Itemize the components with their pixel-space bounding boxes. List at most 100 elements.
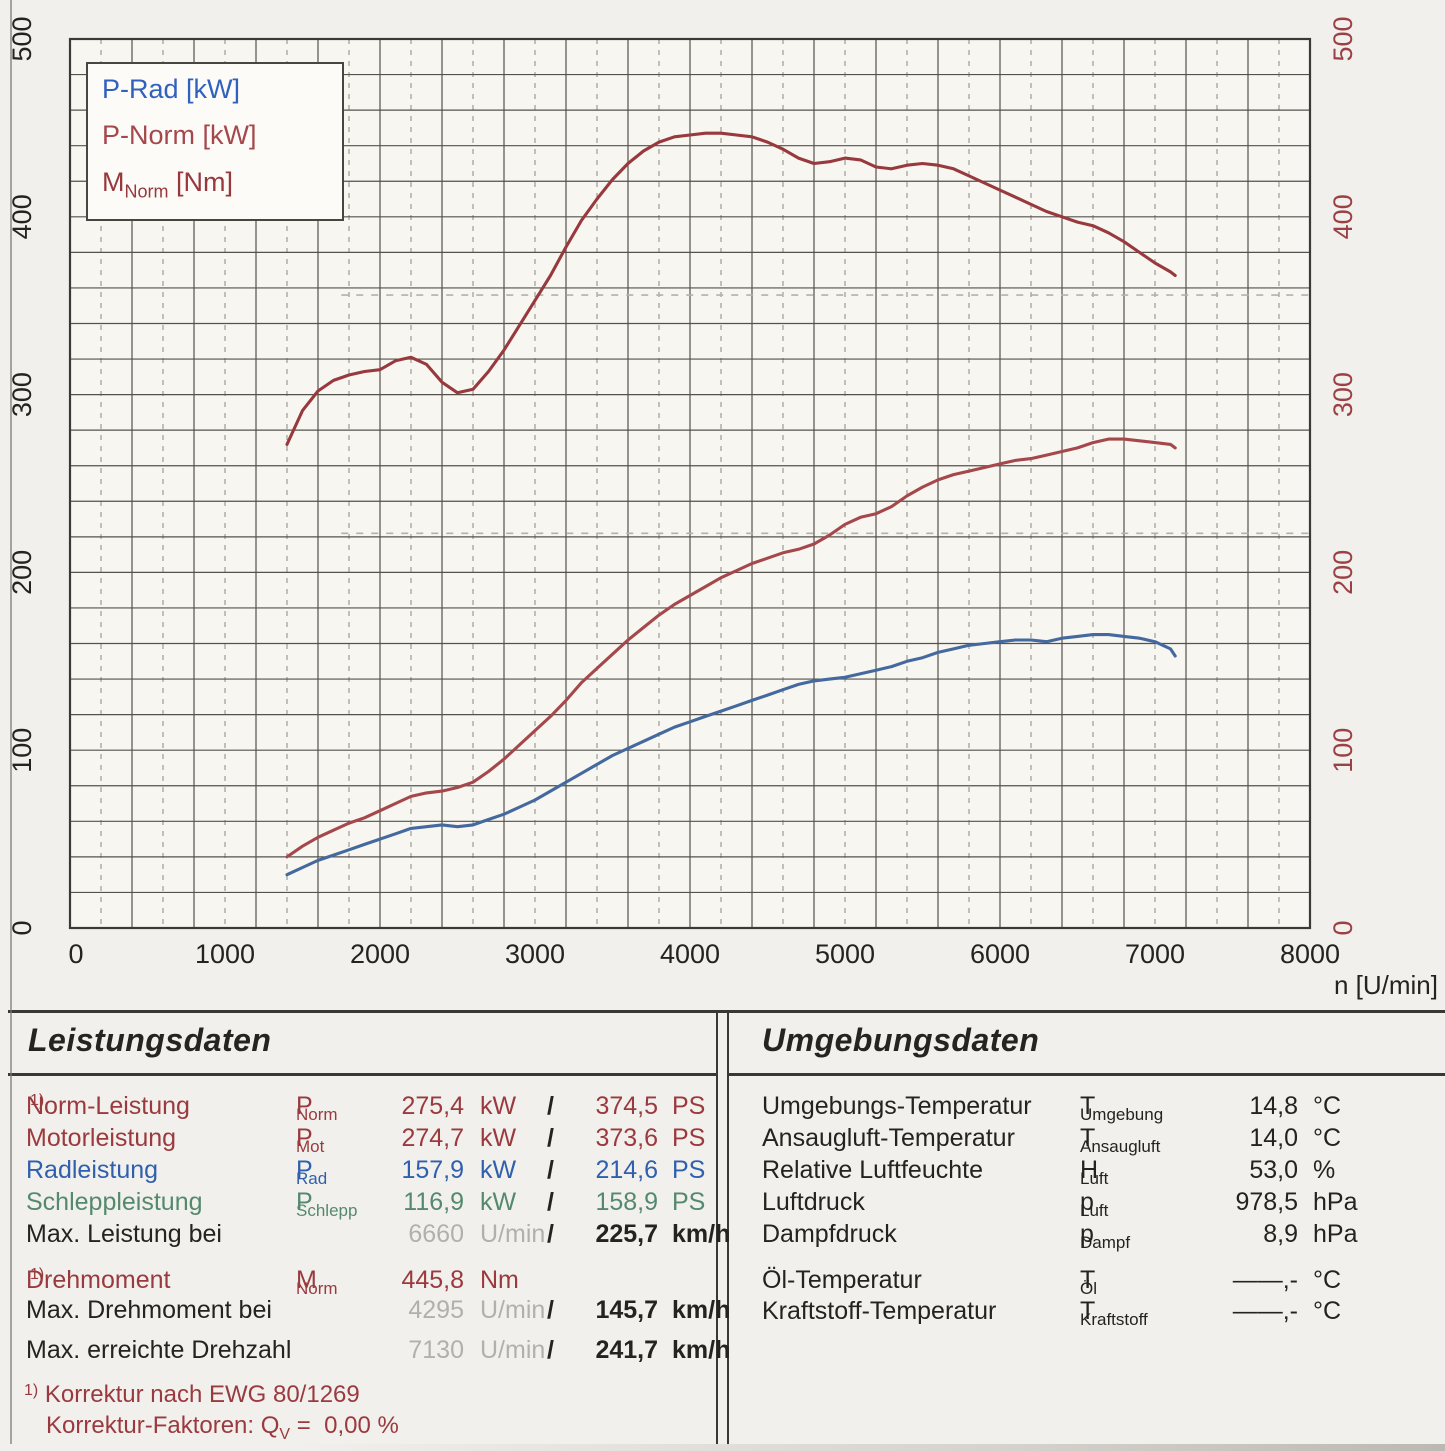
panel-top-rule <box>8 1010 1445 1013</box>
footnote-marker: 1) <box>30 1266 45 1283</box>
row-label: Max. Leistung bei <box>26 1220 222 1248</box>
slash: / <box>547 1124 554 1152</box>
row-label: Norm-Leistung <box>26 1092 190 1120</box>
left-panel-title: Leistungsdaten <box>28 1022 272 1058</box>
value: 8,9 <box>1263 1220 1298 1248</box>
row-label: Drehmoment <box>26 1266 171 1294</box>
value-nm: 445,8 <box>401 1266 464 1294</box>
x-tick-label: 4000 <box>660 939 720 969</box>
x-tick-label: 0 <box>68 939 83 969</box>
symbol: p Luft <box>1080 1188 1109 1220</box>
row-motorleistung: Motorleistung P Mot 274,7 kW / 373,6 PS <box>0 1124 1445 1156</box>
row-label: Dampfdruck <box>762 1220 897 1248</box>
y-tick-label-left: 500 <box>7 16 37 61</box>
value: 53,0 <box>1249 1156 1298 1184</box>
symbol: H Luft <box>1080 1156 1109 1188</box>
row-kraftstoff-temperatur: Kraftstoff-Temperatur T Kraftstoff ——,- °… <box>0 1297 1445 1329</box>
symbol: P Rad <box>296 1156 328 1188</box>
symbol: P Norm <box>296 1092 338 1124</box>
unit: °C <box>1313 1124 1342 1152</box>
row-max-leistung: Max. Leistung bei 6660 U/min / 225,7 km/… <box>0 1220 1445 1252</box>
legend-label: M <box>102 166 125 197</box>
row-label: Motorleistung <box>26 1124 177 1152</box>
footnote-marker: 1) <box>24 1382 39 1399</box>
unit: hPa <box>1313 1188 1358 1216</box>
row-label: Kraftstoff-Temperatur <box>762 1297 997 1325</box>
value-rpm: 7130 <box>408 1336 464 1364</box>
footnote-korrektur-faktoren: Korrektur-Faktoren: QV = 0,00 % <box>46 1412 399 1443</box>
right-panel-title: Umgebungsdaten <box>762 1022 1040 1058</box>
row-label: Schleppleistung <box>26 1188 203 1216</box>
row-ansaugluft-temperatur: Ansaugluft-Temperatur T Ansaugluft 14,0 °… <box>0 1124 1445 1156</box>
value-rpm: 6660 <box>408 1220 464 1248</box>
value: 978,5 <box>1235 1188 1298 1216</box>
y-tick-label-right: 200 <box>1328 550 1358 595</box>
chart-legend: P-Rad [kW] P-Norm [kW] MNorm [Nm] <box>86 62 344 222</box>
y-tick-label-right: 0 <box>1328 920 1358 935</box>
y-tick-label-right: 100 <box>1328 728 1358 773</box>
row-radleistung: Radleistung P Rad 157,9 kW / 214,6 PS <box>0 1156 1445 1188</box>
unit-speed: km/h <box>672 1336 731 1364</box>
row-umgebungs-temperatur: Umgebungs-Temperatur T Umgebung 14,8 °C <box>0 1092 1445 1124</box>
x-tick-label: 6000 <box>970 939 1030 969</box>
legend-label: P-Norm <box>102 120 195 151</box>
x-axis-title: n [U/min] <box>1334 970 1438 1000</box>
footnote-marker: 1) <box>30 1092 45 1109</box>
x-tick-label: 2000 <box>350 939 410 969</box>
unit-ps: PS <box>672 1156 706 1184</box>
row-relative-luftfeuchte: Relative Luftfeuchte H Luft 53,0 % <box>0 1156 1445 1188</box>
curve-p-norm <box>285 437 1177 859</box>
y-tick-label-left: 0 <box>7 920 37 935</box>
value: 14,0 <box>1249 1124 1298 1152</box>
slash: / <box>547 1188 554 1216</box>
row-oel-temperatur: Öl-Temperatur T Öl ——,- °C <box>0 1266 1445 1298</box>
unit-speed: km/h <box>672 1220 731 1248</box>
row-schleppleistung: Schleppleistung P Schlepp 116,9 kW / 158,… <box>0 1188 1445 1220</box>
scan-bottom-shadow <box>0 1444 1445 1451</box>
unit-nm: Nm <box>480 1266 519 1294</box>
symbol: p Dampf <box>1080 1220 1131 1252</box>
row-label: Ansaugluft-Temperatur <box>762 1124 1015 1152</box>
unit-ps: PS <box>672 1092 706 1120</box>
x-tick-label: 1000 <box>195 939 255 969</box>
row-label: Max. erreichte Drehzahl <box>26 1336 292 1364</box>
y-tick-label-right: 400 <box>1328 194 1358 239</box>
value-speed: 225,7 <box>595 1220 658 1248</box>
symbol: T Öl <box>1080 1266 1097 1298</box>
legend-item-p-norm: P-Norm [kW] <box>102 120 257 151</box>
symbol: T Umgebung <box>1080 1092 1164 1124</box>
value-ps: 373,6 <box>595 1124 658 1152</box>
slash: / <box>547 1336 554 1364</box>
unit-ps: PS <box>672 1124 706 1152</box>
legend-item-p-rad: P-Rad [kW] <box>102 74 241 104</box>
row-dampfdruck: Dampfdruck p Dampf 8,9 hPa <box>0 1220 1445 1252</box>
slash: / <box>547 1092 554 1120</box>
unit: °C <box>1313 1092 1342 1120</box>
row-luftdruck: Luftdruck p Luft 978,5 hPa <box>0 1188 1445 1220</box>
value-ps: 374,5 <box>595 1092 658 1120</box>
symbol: T Kraftstoff <box>1080 1297 1148 1329</box>
row-label: Öl-Temperatur <box>762 1266 922 1294</box>
y-tick-label-left: 200 <box>7 550 37 595</box>
value-ps: 158,9 <box>595 1188 658 1216</box>
scan-page-edge-line <box>10 0 12 1451</box>
unit-rpm: U/min <box>480 1220 546 1248</box>
row-max-drehmoment: Max. Drehmoment bei 4295 U/min / 145,7 k… <box>0 1296 1445 1328</box>
row-label: Luftdruck <box>762 1188 865 1216</box>
slash: / <box>547 1156 554 1184</box>
row-label: Radleistung <box>26 1156 159 1184</box>
row-norm-leistung: Norm-Leistung 1) P Norm 275,4 kW / 374,5 P… <box>0 1092 1445 1124</box>
row-label: Umgebungs-Temperatur <box>762 1092 1032 1120</box>
value-kw: 274,7 <box>401 1124 464 1152</box>
unit-kw: kW <box>480 1156 517 1184</box>
y-tick-label-left: 400 <box>7 194 37 239</box>
value-speed: 241,7 <box>595 1336 658 1364</box>
symbol: P Mot <box>296 1124 325 1156</box>
left-heading-rule <box>8 1073 716 1076</box>
x-tick-label: 3000 <box>505 939 565 969</box>
curve-p-rad <box>285 633 1177 877</box>
slash: / <box>547 1296 554 1324</box>
x-tick-label: 7000 <box>1125 939 1185 969</box>
value-speed: 145,7 <box>595 1296 658 1324</box>
